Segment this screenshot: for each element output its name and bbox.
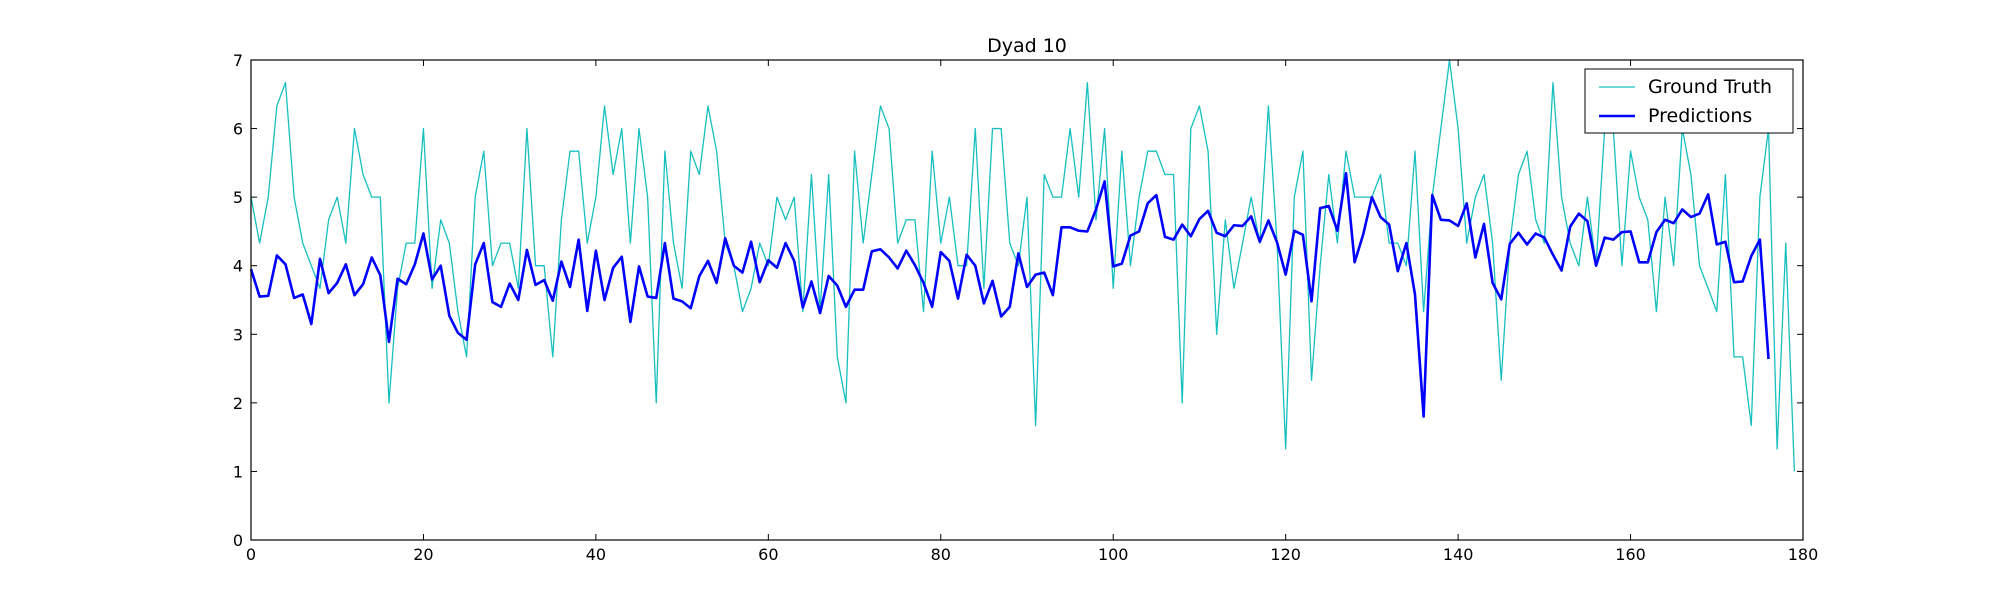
plot-frame: [250, 59, 1804, 541]
y-tick-label: 3: [233, 325, 243, 344]
x-tick-label: 20: [413, 545, 433, 564]
x-tick-label: 120: [1270, 545, 1301, 564]
x-tick-label: 180: [1788, 545, 1819, 564]
legend-box: [1584, 68, 1794, 134]
x-tick-label: 140: [1443, 545, 1474, 564]
legend-label-ground-truth: Ground Truth: [1648, 76, 1772, 98]
x-tick-label: 40: [586, 545, 606, 564]
y-tick-label: 4: [233, 257, 243, 276]
plot-background: [251, 60, 1803, 540]
plot-area: [249, 59, 1804, 541]
x-tick-label: 60: [758, 545, 778, 564]
series-layer: [249, 59, 1796, 472]
x-tick-label: 80: [931, 545, 951, 564]
y-tick-label: 5: [233, 188, 243, 207]
legend-label-predictions: Predictions: [1648, 105, 1752, 127]
series-line-predictions: [249, 171, 1770, 418]
series-line-ground-truth: [250, 59, 1796, 472]
x-tick-label: 160: [1615, 545, 1646, 564]
y-tick-label: 6: [233, 120, 243, 139]
chart-title: Dyad 10: [987, 35, 1067, 57]
x-axis: 0 20 40 60 80 100 120 140 160 180: [246, 60, 1818, 564]
x-tick-label: 100: [1098, 545, 1129, 564]
legend: Ground Truth Predictions: [1584, 68, 1794, 134]
x-tick-label: 0: [246, 545, 256, 564]
y-tick-label: 7: [233, 51, 243, 70]
y-tick-label: 0: [233, 531, 243, 550]
y-tick-label: 1: [233, 462, 243, 481]
y-axis: 0 1 2 3 4 5 6 7: [233, 51, 1803, 550]
y-tick-label: 2: [233, 394, 243, 413]
